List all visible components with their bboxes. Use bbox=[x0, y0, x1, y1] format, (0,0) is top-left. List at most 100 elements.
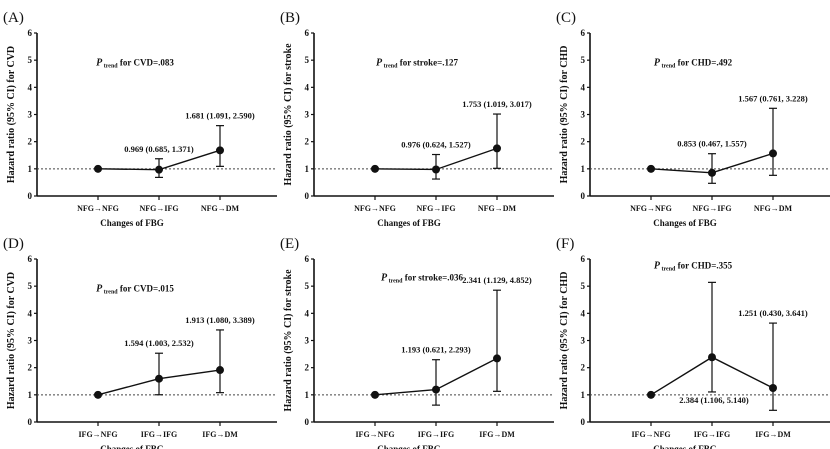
data-point bbox=[155, 374, 163, 383]
y-tick-label: 2 bbox=[305, 137, 310, 147]
data-label: 1.193 (0.621, 2.293) bbox=[401, 345, 471, 355]
y-tick-label: 0 bbox=[28, 191, 33, 201]
x-axis-title: Changes of FBG bbox=[377, 444, 441, 449]
x-tick-label: IFG→DM bbox=[202, 430, 238, 439]
data-label: 2.384 (1.106, 5.140) bbox=[679, 395, 749, 405]
panel-label: (A) bbox=[3, 10, 24, 26]
data-point bbox=[493, 144, 501, 153]
y-axis-title: Hazard ratio (95% CI) for stroke bbox=[283, 269, 294, 412]
data-point bbox=[216, 146, 224, 155]
y-tick-label: 6 bbox=[305, 254, 310, 264]
x-axis-title: Changes of FBG bbox=[653, 444, 717, 449]
y-tick-label: 0 bbox=[581, 191, 586, 201]
p-trend-label: P trend for CVD=.015 bbox=[96, 284, 174, 296]
x-tick-label: NFG→IFG bbox=[416, 204, 455, 213]
y-axis-title: Hazard ratio (95% CI) for CHD bbox=[559, 272, 570, 410]
y-tick-label: 0 bbox=[28, 417, 33, 427]
data-label: 2.341 (1.129, 4.852) bbox=[462, 275, 532, 285]
x-axis-title: Changes of FBG bbox=[100, 444, 164, 449]
y-tick-label: 5 bbox=[581, 281, 586, 291]
panel-c: (C) 0 1 2 3 4 5 6 NFG→NFG NFG→IFG NFG→DM Changes of… bbox=[556, 10, 830, 228]
y-tick-label: 1 bbox=[581, 164, 586, 174]
data-label: 1.753 (1.019, 3.017) bbox=[462, 99, 532, 109]
panel-e: (E) 0 1 2 3 4 5 6 IFG→NFG IFG→IFG IFG→DM Changes of… bbox=[280, 236, 554, 449]
x-tick-label: IFG→IFG bbox=[694, 430, 730, 439]
y-tick-label: 5 bbox=[305, 55, 310, 65]
y-tick-label: 0 bbox=[581, 417, 586, 427]
data-label: 1.681 (1.091, 2.590) bbox=[185, 111, 255, 121]
data-point bbox=[94, 390, 102, 399]
x-tick-label: NFG→NFG bbox=[77, 204, 119, 213]
y-tick-label: 3 bbox=[28, 110, 33, 120]
data-label: 1.913 (1.080, 3.389) bbox=[185, 315, 255, 325]
data-point bbox=[371, 164, 379, 173]
x-tick-label: IFG→NFG bbox=[631, 430, 670, 439]
y-tick-label: 6 bbox=[581, 254, 586, 264]
data-label: 1.594 (1.003, 2.532) bbox=[124, 338, 194, 348]
y-tick-label: 6 bbox=[28, 28, 33, 38]
y-tick-label: 6 bbox=[305, 28, 310, 38]
y-tick-label: 3 bbox=[581, 336, 586, 346]
panel-label: (C) bbox=[556, 10, 576, 26]
data-point bbox=[432, 165, 440, 174]
panel-label: (E) bbox=[280, 236, 299, 252]
p-trend-label: P trend for CHD=.492 bbox=[654, 58, 733, 70]
data-point bbox=[647, 164, 655, 173]
y-tick-label: 1 bbox=[28, 164, 33, 174]
y-tick-label: 2 bbox=[581, 137, 586, 147]
panel-b: (B) 0 1 2 3 4 5 6 NFG→NFG NFG→IFG NFG→DM Changes of… bbox=[280, 10, 554, 228]
y-axis-title: Hazard ratio (95% CI) for CVD bbox=[6, 46, 17, 183]
x-tick-label: NFG→IFG bbox=[139, 204, 178, 213]
y-tick-label: 2 bbox=[305, 363, 310, 373]
y-tick-label: 6 bbox=[581, 28, 586, 38]
y-tick-label: 5 bbox=[581, 55, 586, 65]
panel-a: (A) 0 1 2 3 4 5 6 NFG→NFG NFG→IFG NFG→DM Changes of… bbox=[3, 10, 277, 228]
data-label: 0.969 (0.685, 1.371) bbox=[124, 144, 194, 154]
y-tick-label: 1 bbox=[305, 390, 310, 400]
data-point bbox=[432, 385, 440, 394]
y-tick-label: 3 bbox=[305, 336, 310, 346]
y-tick-label: 2 bbox=[28, 137, 33, 147]
data-point bbox=[94, 164, 102, 173]
y-tick-label: 4 bbox=[305, 308, 310, 318]
y-tick-label: 4 bbox=[28, 308, 33, 318]
panel-f: (F) 0 1 2 3 4 5 6 IFG→NFG IFG→IFG IFG→DM Changes of… bbox=[556, 236, 830, 449]
y-tick-label: 2 bbox=[28, 363, 33, 373]
panel-d: (D) 0 1 2 3 4 5 6 IFG→NFG IFG→IFG IFG→DM Changes of… bbox=[3, 236, 277, 449]
data-label: 0.976 (0.624, 1.527) bbox=[401, 140, 471, 150]
y-tick-label: 3 bbox=[581, 110, 586, 120]
y-axis-title: Hazard ratio (95% CI) for CVD bbox=[6, 272, 17, 409]
data-point bbox=[493, 354, 501, 363]
data-point bbox=[708, 353, 716, 362]
x-tick-label: NFG→DM bbox=[201, 204, 240, 213]
x-axis-title: Changes of FBG bbox=[653, 218, 717, 228]
y-tick-label: 5 bbox=[28, 281, 33, 291]
data-point bbox=[155, 165, 163, 174]
y-tick-label: 3 bbox=[305, 110, 310, 120]
x-tick-label: NFG→NFG bbox=[354, 204, 396, 213]
y-tick-label: 1 bbox=[305, 164, 310, 174]
x-tick-label: IFG→IFG bbox=[141, 430, 177, 439]
y-tick-label: 4 bbox=[305, 82, 310, 92]
data-point bbox=[647, 390, 655, 399]
x-tick-label: IFG→NFG bbox=[355, 430, 394, 439]
y-tick-label: 5 bbox=[28, 55, 33, 65]
y-tick-label: 5 bbox=[305, 281, 310, 291]
data-label: 1.567 (0.761, 3.228) bbox=[738, 93, 808, 103]
x-tick-label: NFG→IFG bbox=[692, 204, 731, 213]
p-trend-label: P trend for stroke=.127 bbox=[376, 58, 459, 70]
y-tick-label: 0 bbox=[305, 191, 310, 201]
data-point bbox=[371, 390, 379, 399]
x-tick-label: NFG→DM bbox=[754, 204, 793, 213]
x-tick-label: IFG→DM bbox=[479, 430, 515, 439]
x-tick-label: NFG→DM bbox=[478, 204, 517, 213]
x-tick-label: NFG→NFG bbox=[630, 204, 672, 213]
data-label: 1.251 (0.430, 3.641) bbox=[738, 308, 808, 318]
data-point bbox=[769, 384, 777, 393]
y-tick-label: 2 bbox=[581, 363, 586, 373]
x-tick-label: IFG→IFG bbox=[418, 430, 454, 439]
p-trend-label: P trend for stroke=.036 bbox=[381, 273, 464, 285]
y-tick-label: 4 bbox=[581, 82, 586, 92]
y-tick-label: 6 bbox=[28, 254, 33, 264]
